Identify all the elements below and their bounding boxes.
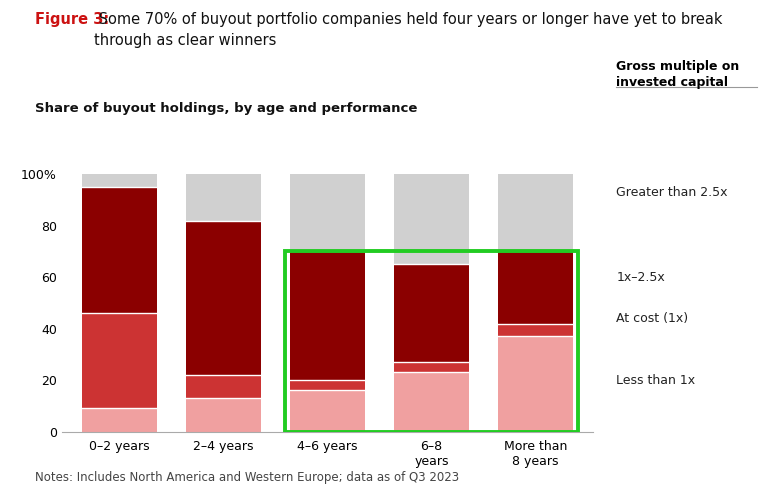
Bar bbox=[186, 221, 261, 375]
Bar bbox=[394, 362, 469, 372]
Bar bbox=[498, 323, 573, 336]
Text: Gross multiple on
invested capital: Gross multiple on invested capital bbox=[616, 60, 739, 88]
Text: 1x–2.5x: 1x–2.5x bbox=[616, 271, 665, 284]
Text: At cost (1x): At cost (1x) bbox=[616, 312, 688, 325]
Text: Share of buyout holdings, by age and performance: Share of buyout holdings, by age and per… bbox=[35, 102, 417, 115]
Bar bbox=[82, 187, 157, 313]
Bar bbox=[82, 313, 157, 408]
Bar bbox=[394, 264, 469, 362]
Text: Less than 1x: Less than 1x bbox=[616, 373, 695, 386]
Bar bbox=[498, 251, 573, 323]
Bar bbox=[285, 251, 578, 432]
Bar bbox=[186, 375, 261, 398]
Bar bbox=[290, 174, 365, 251]
Bar bbox=[186, 398, 261, 432]
Bar bbox=[394, 372, 469, 432]
Bar bbox=[290, 251, 365, 380]
Bar bbox=[82, 174, 157, 187]
Text: Figure 3:: Figure 3: bbox=[35, 12, 109, 27]
Bar bbox=[498, 336, 573, 432]
Text: Greater than 2.5x: Greater than 2.5x bbox=[616, 186, 728, 199]
Bar bbox=[290, 380, 365, 390]
Bar bbox=[290, 390, 365, 432]
Bar bbox=[82, 408, 157, 432]
Bar bbox=[394, 174, 469, 264]
Text: Some 70% of buyout portfolio companies held four years or longer have yet to bre: Some 70% of buyout portfolio companies h… bbox=[94, 12, 723, 48]
Text: Notes: Includes North America and Western Europe; data as of Q3 2023: Notes: Includes North America and Wester… bbox=[35, 471, 459, 484]
Bar bbox=[498, 174, 573, 251]
Bar bbox=[186, 174, 261, 221]
